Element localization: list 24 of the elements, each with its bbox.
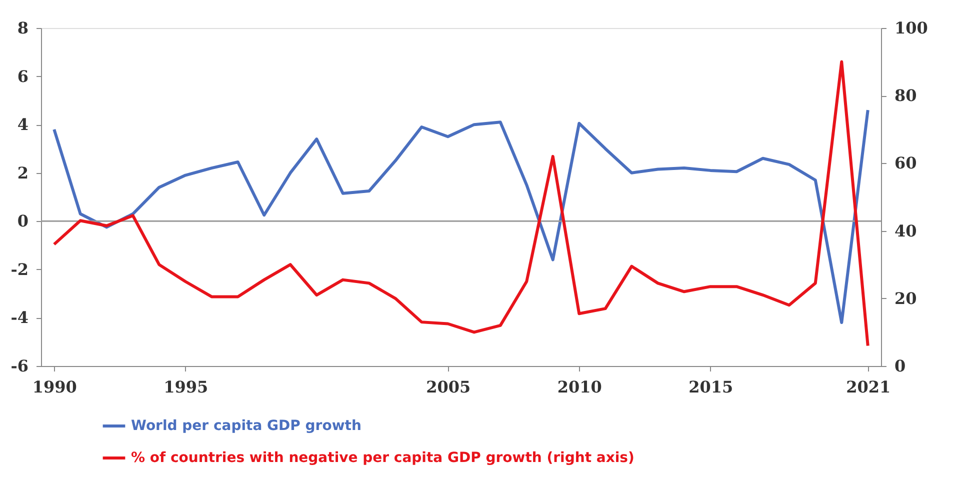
y2-tick-label: 80 <box>894 86 917 106</box>
y2-tick-label: 100 <box>894 18 928 38</box>
x-tick-label: 2021 <box>846 378 891 396</box>
y2-tick-label: 40 <box>894 221 917 240</box>
x-tick-label: 1990 <box>32 378 77 396</box>
line-series <box>52 60 870 348</box>
line-series <box>52 108 870 324</box>
y-tick-label: 4 <box>17 115 28 134</box>
y-tick-label: 2 <box>17 163 28 182</box>
y2-tick-label: 60 <box>894 154 917 173</box>
y2-tick-label: 20 <box>894 288 917 308</box>
x-tick-label: 1995 <box>164 378 208 396</box>
y-tick-label: -6 <box>10 356 28 376</box>
legend-label: % of countries with negative per capita GDP growth (right axis) <box>131 450 634 466</box>
y2-tick-label: 0 <box>894 356 906 376</box>
x-tick-label: 2005 <box>426 378 471 396</box>
y-tick-label: -4 <box>10 308 28 328</box>
y-tick-label: 0 <box>17 212 28 231</box>
x-tick-label: 2015 <box>688 378 734 396</box>
y-tick-label: -2 <box>10 260 28 279</box>
legend-label: World per capita GDP growth <box>131 418 362 434</box>
y-tick-label: 8 <box>17 18 28 38</box>
x-tick-label: 2010 <box>557 378 602 396</box>
y-tick-label: 6 <box>17 66 28 86</box>
